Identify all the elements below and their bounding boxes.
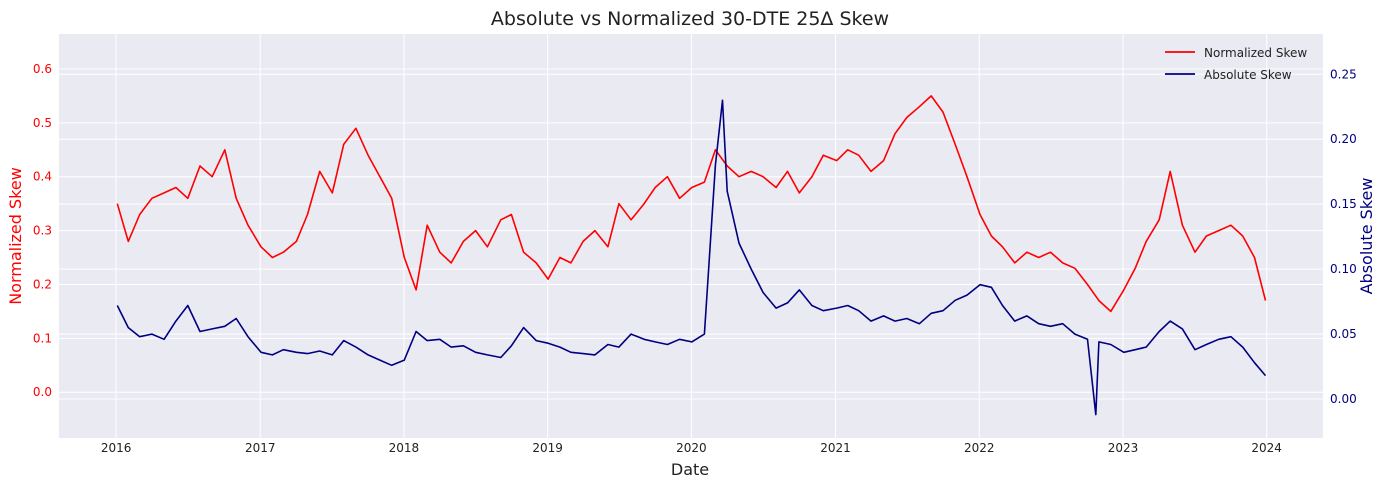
x-tick-label: 2022	[964, 441, 995, 455]
grid-lines	[59, 34, 1323, 438]
x-tick-label: 2021	[820, 441, 851, 455]
x-tick-label: 2024	[1251, 441, 1282, 455]
y-tick-label-right: 0.25	[1330, 67, 1357, 81]
absolute-skew-line	[116, 99, 1267, 416]
y-tick-label-right: 0.10	[1330, 262, 1357, 276]
y-tick-label-left: 0.2	[33, 277, 52, 291]
y-tick-label-right: 0.20	[1330, 132, 1357, 146]
y-tick-label-left: 0.4	[33, 170, 52, 184]
y-tick-label-right: 0.15	[1330, 197, 1357, 211]
legend-label-normalized: Normalized Skew	[1204, 46, 1307, 60]
x-tick-label: 2023	[1108, 441, 1139, 455]
y-tick-label-left: 0.5	[33, 116, 52, 130]
y-axis-label-right: Absolute Skew	[1357, 178, 1376, 295]
series-layer	[116, 95, 1267, 416]
y-tick-label-left: 0.1	[33, 331, 52, 345]
y-tick-label-left: 0.3	[33, 224, 52, 238]
y-tick-label-left: 0.6	[33, 62, 52, 76]
y-axis-label-left: Normalized Skew	[6, 167, 25, 305]
x-tick-label: 2018	[389, 441, 420, 455]
normalized-skew-line	[116, 95, 1267, 313]
x-tick-label: 2017	[245, 441, 276, 455]
x-axis-label: Date	[671, 460, 709, 479]
y-tick-label-right: 0.05	[1330, 327, 1357, 341]
x-tick-label: 2020	[676, 441, 707, 455]
tick-labels: 2016 2017 2018 2019 2020 2021 2022 2023 20240.00…	[33, 62, 1357, 455]
y-tick-label-right: 0.00	[1330, 392, 1357, 406]
x-tick-label: 2019	[532, 441, 563, 455]
legend: Normalized Skew Absolute Skew	[1165, 46, 1307, 82]
x-tick-label: 2016	[101, 441, 132, 455]
y-tick-label-left: 0.0	[33, 385, 52, 399]
legend-label-absolute: Absolute Skew	[1204, 68, 1292, 82]
chart-title: Absolute vs Normalized 30-DTE 25Δ Skew	[491, 8, 889, 30]
